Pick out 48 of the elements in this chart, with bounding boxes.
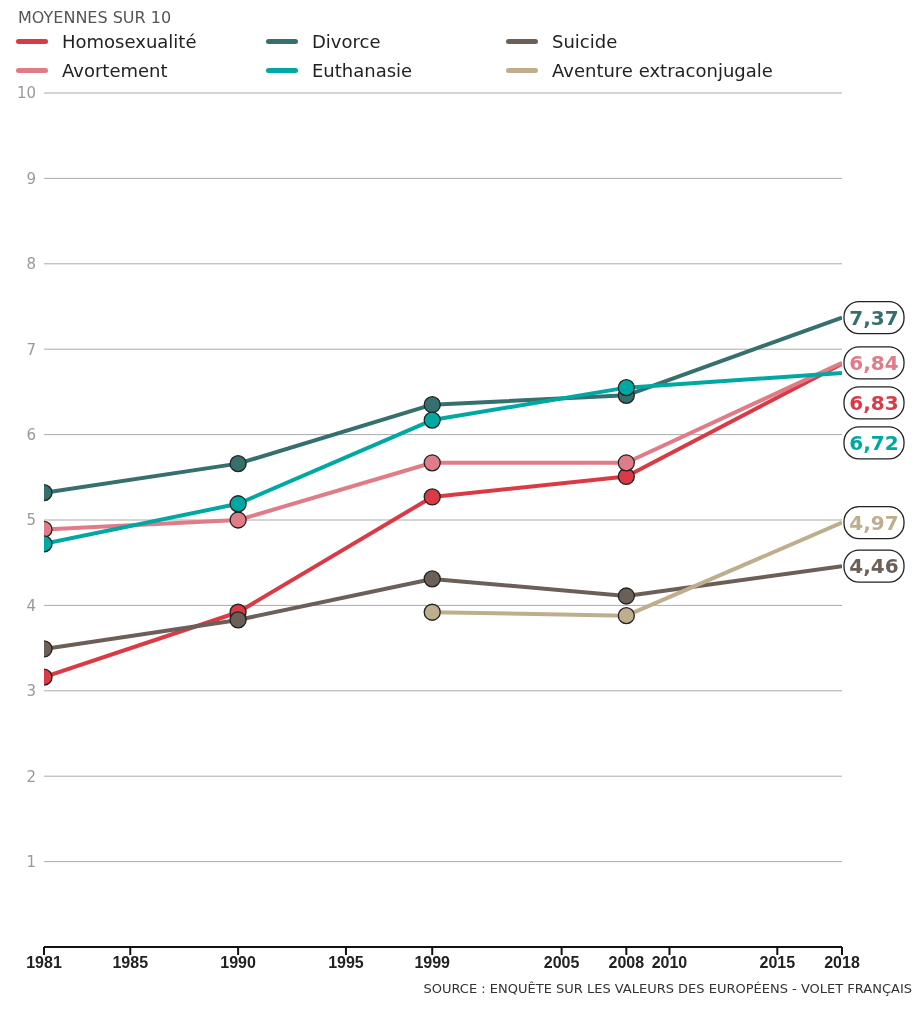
y-tick-label: 10 (16, 84, 36, 103)
point (423, 488, 441, 506)
point (617, 607, 635, 625)
point (423, 396, 441, 414)
y-tick-label: 6 (26, 425, 36, 444)
x-tick-label: 2015 (759, 954, 796, 972)
x-tick-label: 1985 (112, 954, 149, 972)
point (229, 511, 247, 529)
data-label: 6,72 (849, 430, 899, 455)
x-tick-label: 1981 (26, 954, 62, 972)
y-tick-label: 2 (26, 767, 36, 786)
legend-label: Suicide (552, 31, 618, 52)
x-tick-label: 2008 (608, 954, 645, 972)
x-tick-label: 2010 (651, 954, 688, 972)
x-tick-label: 1999 (414, 954, 451, 972)
point (423, 454, 441, 472)
y-axis-title: MOYENNES SUR 10 (18, 8, 173, 27)
point (423, 411, 441, 429)
source-note: SOURCE : ENQUÊTE SUR LES VALEURS DES EUROPÉENS - VOLET FRANÇAIS (422, 981, 912, 996)
legend-label: Euthanasie (312, 60, 413, 81)
data-label: 7,37 (849, 305, 899, 330)
legend-label: Homosexualité (62, 31, 197, 52)
point (423, 570, 441, 588)
legend-label: Aventure extraconjugale (552, 60, 773, 81)
y-tick-label: 3 (26, 682, 36, 701)
data-label: 4,97 (849, 510, 899, 535)
y-tick-label: 8 (26, 255, 36, 274)
y-tick-label: 1 (26, 852, 36, 871)
y-tick-label: 4 (26, 596, 36, 615)
data-label: 6,83 (849, 390, 899, 415)
data-label: 6,84 (849, 350, 899, 375)
y-tick-label: 5 (26, 511, 36, 530)
point (617, 378, 635, 397)
point (423, 603, 441, 621)
x-tick-label: 2018 (824, 954, 860, 972)
x-tick-label: 2005 (543, 954, 580, 972)
data-label: 4,46 (849, 554, 899, 579)
x-tick-label: 1990 (220, 954, 257, 972)
point (617, 454, 635, 472)
y-tick-label: 9 (26, 169, 36, 188)
x-tick-label: 1995 (328, 954, 364, 972)
legend-label: Divorce (312, 31, 381, 52)
point (229, 454, 247, 473)
point (229, 611, 247, 629)
point (617, 587, 635, 605)
legend-label: Avortement (62, 60, 168, 81)
point (229, 495, 247, 513)
y-tick-label: 7 (26, 340, 36, 359)
